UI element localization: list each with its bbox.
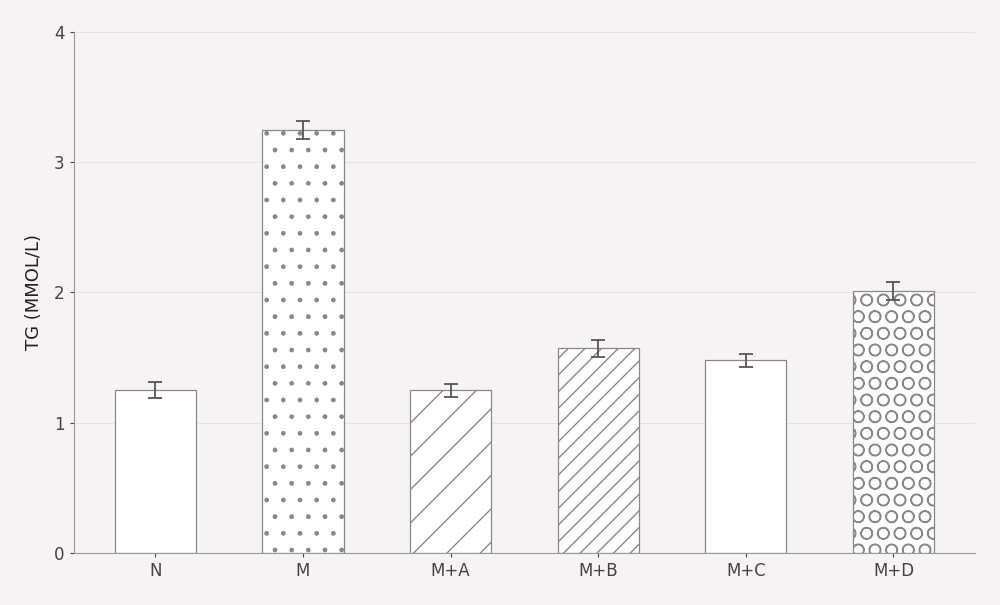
Y-axis label: TG (MMOL/L): TG (MMOL/L) bbox=[25, 235, 43, 350]
Bar bbox=[558, 348, 639, 553]
Bar bbox=[705, 360, 786, 553]
Bar bbox=[262, 129, 344, 553]
Bar bbox=[115, 390, 196, 553]
Bar bbox=[410, 390, 491, 553]
Bar bbox=[853, 291, 934, 553]
